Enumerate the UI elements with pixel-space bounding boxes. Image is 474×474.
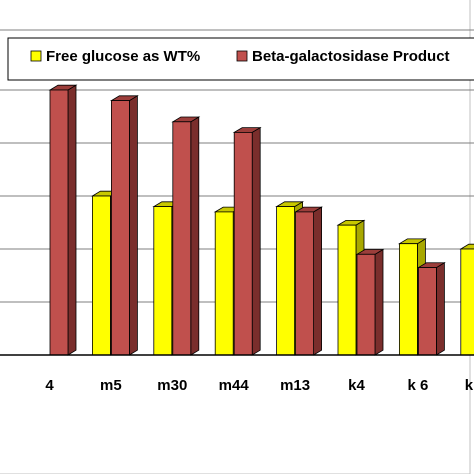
bar-front [295,211,315,356]
bar-front [337,224,357,356]
bar-front [49,89,69,356]
bar-front [276,206,296,356]
bar-beta-galactosidase [416,262,446,356]
bar-front [398,243,418,356]
bar-beta-galactosidase [294,206,324,356]
x-tick-label: m13 [280,377,310,394]
bar-front [460,248,474,356]
x-tick-label: m30 [157,377,187,394]
bar-beta-galactosidase [109,95,139,356]
bar-beta-galactosidase [48,84,78,356]
bar-front [92,195,111,356]
bar-front [153,206,173,356]
bar-side [190,116,200,356]
bar-beta-galactosidase [232,126,262,356]
x-tick-label: k 37 [465,377,474,394]
bars [48,84,474,356]
bar-side [435,262,445,356]
legend: Free glucose as WT% Beta-galactosidase P… [7,37,474,81]
bar-front [214,211,234,356]
bar-top [459,243,474,250]
legend-swatch-beta-galactosidase [236,50,248,62]
legend-swatch-free-glucose [30,50,42,62]
bar-front [233,131,253,356]
bar-side [313,206,323,356]
bar-beta-galactosidase [171,116,201,356]
bar-side [251,126,261,356]
bar-side [67,84,77,356]
bar-front [356,253,376,356]
legend-label-free-glucose: Free glucose as WT% [46,48,200,65]
bar-front [172,121,192,356]
x-tick-label: m44 [219,377,250,394]
x-tick-label: m5 [100,377,122,394]
x-tick-label: k 6 [407,377,428,394]
bar-beta-galactosidase [355,248,385,356]
legend-label-beta-galactosidase: Beta-galactosidase Product [252,48,450,65]
bar-side [128,95,138,356]
x-tick-labels: 4 m5 m30 m44 m13 k4 k 6 k 37 [45,377,474,394]
x-tick-label: k4 [348,377,365,394]
bar-front [417,267,437,356]
bar-side [374,248,384,356]
bar-front [111,100,130,356]
x-tick-label: 4 [45,377,54,394]
bar-free-glucose [459,243,474,356]
